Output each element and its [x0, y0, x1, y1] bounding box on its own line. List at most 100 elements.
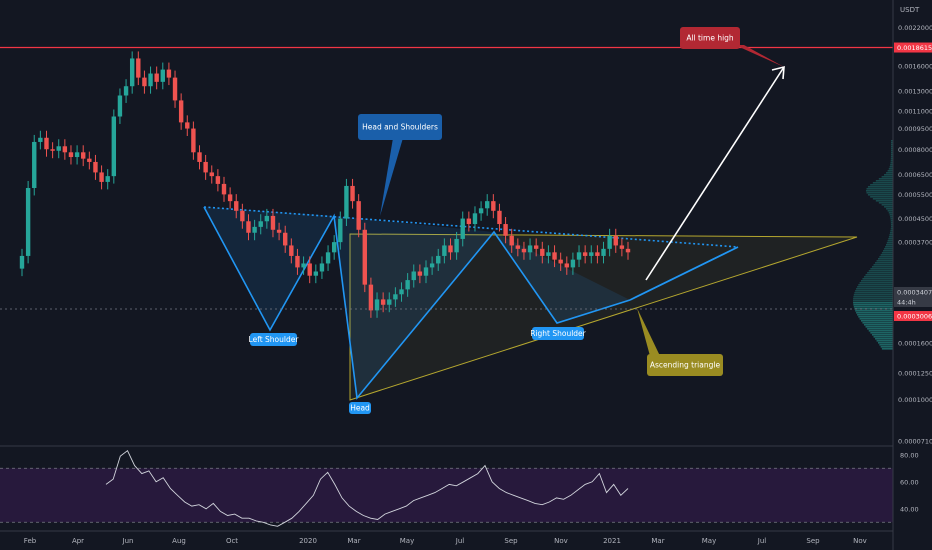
volume-bar: [870, 332, 893, 334]
candle-body: [478, 208, 484, 214]
volume-bar: [868, 330, 893, 332]
price-badge-bg: [894, 42, 932, 53]
price-badge-current: 0.0003407: [897, 289, 932, 297]
volume-bar: [856, 288, 893, 290]
candle-body: [387, 299, 392, 305]
candles: [19, 51, 631, 318]
candle-body: [19, 255, 25, 269]
right-shoulder-fill: [494, 232, 630, 323]
candle-body: [485, 201, 490, 209]
volume-bar: [863, 276, 893, 278]
volume-bar: [884, 206, 893, 208]
rsi-tick-label: 60.00: [900, 478, 919, 486]
candle-body: [344, 185, 349, 219]
ascending-triangle-label-pointer: [637, 308, 660, 356]
volume-bar: [890, 154, 893, 156]
price-tick-label: 0.0022000: [898, 24, 932, 32]
volume-bar: [870, 268, 893, 270]
candle-body: [436, 255, 441, 264]
volume-bar: [865, 326, 893, 328]
time-tick-label: Sep: [806, 537, 820, 545]
volume-bar: [853, 294, 893, 296]
price-tick-label: 0.0001600: [898, 340, 932, 348]
rsi-panel: 80.00 60.00 40.00: [0, 450, 919, 527]
candle-body: [129, 58, 135, 87]
candle-body: [380, 299, 386, 305]
candle-body: [448, 245, 453, 253]
volume-bar: [868, 270, 893, 272]
volume-bar: [856, 312, 893, 314]
candle-body: [589, 252, 594, 256]
left-shoulder-label: Left Shoulder: [249, 335, 300, 344]
candle-body: [154, 73, 159, 82]
price-badge-bg: [894, 311, 932, 321]
volume-bar: [877, 258, 893, 260]
candle-body: [552, 252, 557, 260]
time-tick-label: 2021: [603, 537, 621, 545]
candle-body: [44, 137, 49, 150]
candle-body: [533, 245, 539, 249]
price-tick-label: 0.0009500: [898, 125, 932, 133]
candle-body: [442, 245, 447, 256]
time-tick-label: Nov: [853, 537, 867, 545]
volume-bar: [890, 230, 893, 232]
volume-bar: [890, 218, 893, 220]
volume-bar: [890, 148, 893, 150]
rsi-tick-label: 80.00: [900, 451, 919, 459]
head-and-shoulders-outline: [203, 206, 631, 400]
candle-body: [93, 161, 98, 173]
neckline-dotted: [203, 206, 739, 248]
volume-bar: [889, 166, 893, 168]
volume-bar: [884, 248, 893, 250]
volume-bar: [888, 236, 893, 238]
price-badge-timer: 44:4h: [897, 299, 916, 307]
volume-bar: [890, 228, 893, 230]
candle-body: [209, 172, 214, 177]
volume-bar: [873, 264, 893, 266]
volume-bar: [887, 170, 893, 172]
candle-body: [56, 146, 61, 151]
candle-body: [613, 235, 618, 246]
volume-bar: [859, 318, 893, 320]
volume-bar: [871, 266, 893, 268]
volume-bar: [855, 310, 893, 312]
volume-bar: [866, 192, 893, 194]
volume-bar: [890, 216, 893, 218]
candle-body: [185, 122, 190, 129]
candle-body: [472, 213, 478, 225]
volume-bar: [862, 322, 893, 324]
all-time-high-label: All time high: [686, 34, 734, 43]
right-shoulder-label-box: [532, 327, 584, 340]
candle-body: [625, 248, 631, 253]
ascending-triangle: [349, 233, 858, 401]
volume-bar: [871, 334, 893, 336]
candle-body: [368, 284, 374, 311]
candle-body: [258, 221, 263, 227]
candle-body: [607, 235, 612, 249]
volume-bar: [854, 292, 893, 294]
candle-body: [405, 280, 410, 290]
price-tick-label: 0.0003700: [898, 239, 932, 247]
candle-body: [423, 267, 429, 276]
volume-bar: [855, 290, 893, 292]
volume-bar: [881, 348, 893, 350]
volume-bar: [860, 280, 893, 282]
volume-bar: [860, 320, 893, 322]
candle-body: [62, 146, 68, 153]
candle-body: [429, 263, 435, 268]
time-tick-label: Apr: [72, 537, 84, 545]
candle-body: [362, 229, 367, 285]
volume-bar: [853, 306, 893, 308]
candle-body: [393, 294, 398, 300]
candle-body: [595, 252, 600, 256]
volume-bar: [878, 202, 893, 204]
volume-bar: [853, 304, 893, 306]
time-tick-label: Mar: [347, 537, 360, 545]
volume-bar: [890, 220, 893, 222]
candle-body: [411, 271, 416, 281]
candle-body: [32, 141, 37, 188]
volume-bar: [880, 346, 893, 348]
all-time-high-label-pointer: [735, 45, 784, 67]
volume-bar: [867, 272, 893, 274]
candle-body: [99, 172, 104, 182]
